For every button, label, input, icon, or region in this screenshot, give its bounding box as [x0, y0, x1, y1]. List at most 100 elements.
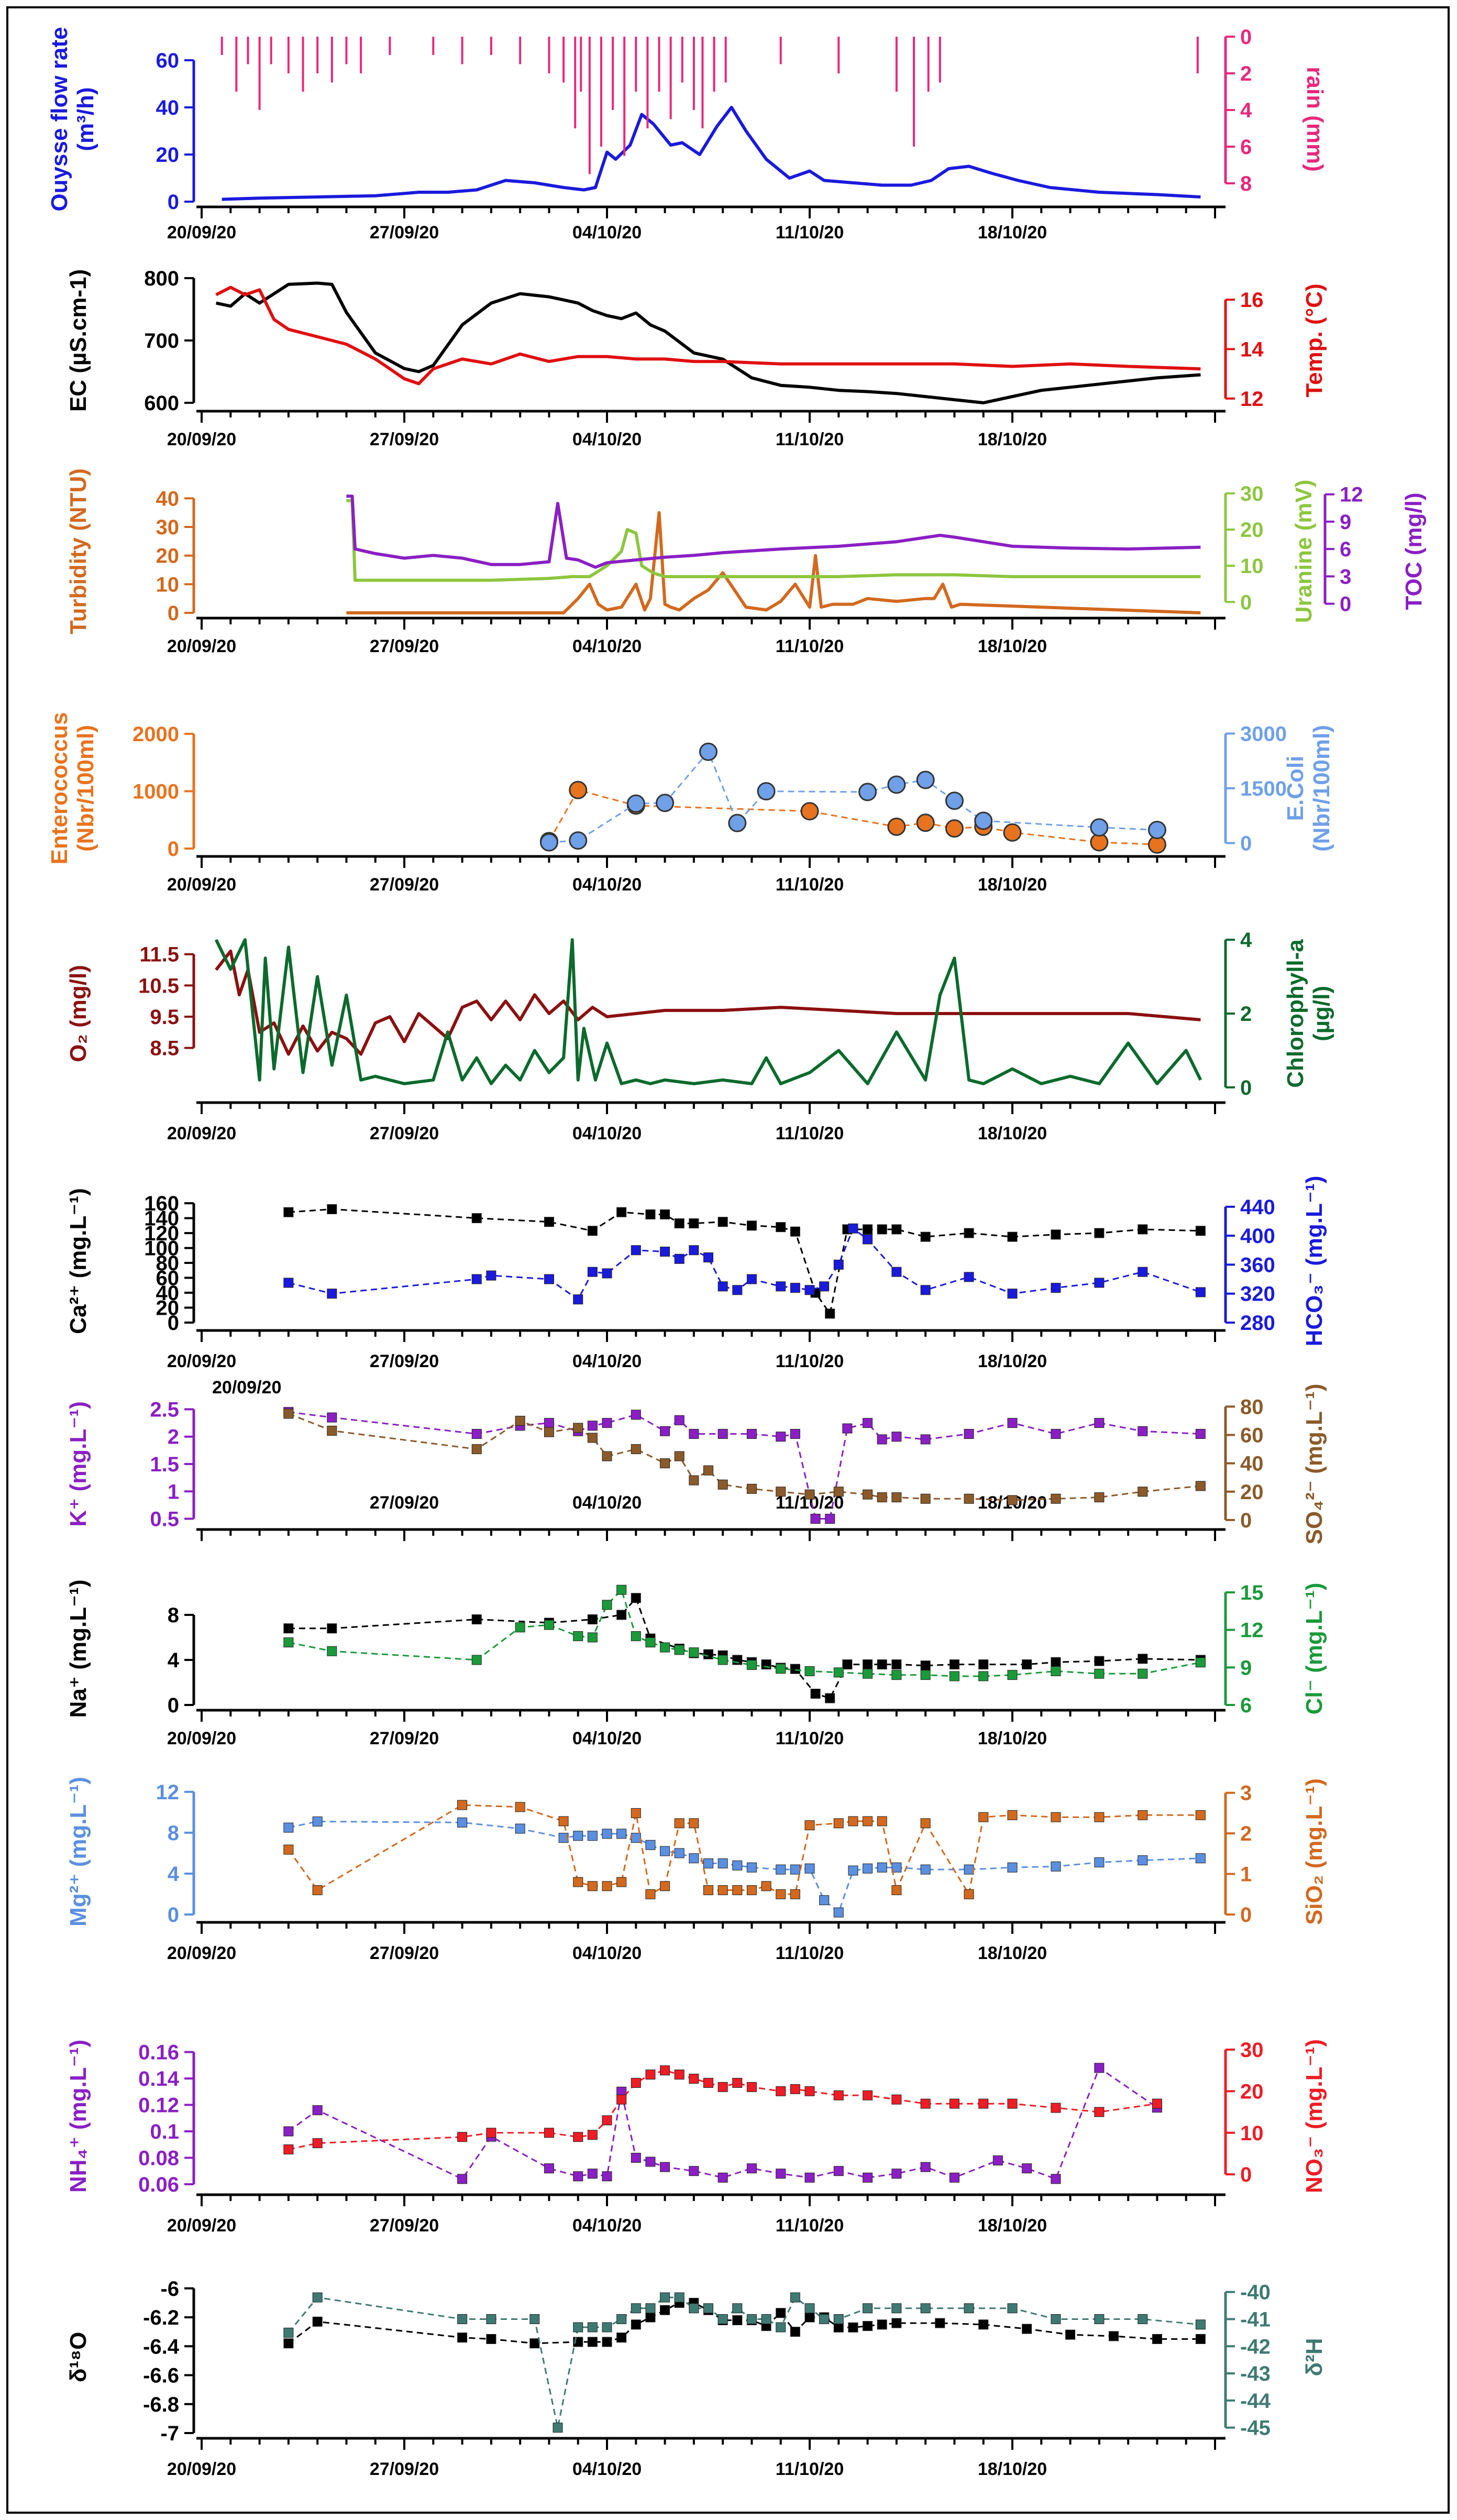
data-point [804, 2086, 815, 2096]
data-point [718, 2082, 728, 2092]
data-point [833, 1667, 844, 1678]
data-point [1007, 1289, 1018, 1299]
data-point [631, 1593, 641, 1603]
left-axis-label: Mg²⁺ (mg.L⁻¹) [65, 1777, 91, 1927]
data-point [327, 1289, 337, 1299]
data-point [863, 2172, 873, 2183]
series-line [346, 511, 1201, 614]
right-tick-label: 1 [1240, 1863, 1252, 1886]
data-point [703, 1649, 713, 1659]
data-point [1138, 1224, 1148, 1235]
data-point [1007, 1418, 1018, 1428]
data-point [616, 1877, 627, 1887]
data-point [732, 1860, 743, 1870]
data-point [761, 2314, 771, 2324]
left-tick-label: 2.5 [150, 1398, 179, 1421]
x-tick-label: 11/10/20 [776, 1351, 844, 1371]
data-point [978, 1812, 989, 1822]
right-axis-label: NO₃⁻ (mg.L⁻¹) [1301, 2039, 1327, 2193]
left-tick-label: 60 [156, 49, 180, 72]
x-tick-label: 20/09/20 [167, 223, 236, 243]
data-point [833, 2090, 844, 2100]
x-tick-label: 18/10/20 [978, 636, 1047, 656]
data-point [645, 1637, 656, 1648]
axis-label-line: K⁺ (mg.L⁻¹) [65, 1401, 91, 1527]
data-point [804, 2303, 815, 2314]
data-point [833, 1487, 844, 1497]
data-point [1138, 1267, 1148, 1277]
data-point [1138, 1426, 1148, 1436]
left-tick-label: 40 [156, 96, 180, 119]
x-tick-label: 27/09/20 [370, 1943, 439, 1963]
left-tick-label: 0.12 [138, 2094, 179, 2117]
data-point [833, 1907, 844, 1918]
series-line [346, 499, 1201, 582]
data-point [833, 2322, 844, 2332]
right-tick-label: 4 [1240, 929, 1252, 952]
data-point [1195, 1810, 1206, 1820]
panel-o2-chla: 20/09/20 27/09/20 04/10/20 11/10/20 18/10/20… [65, 929, 1334, 1143]
panel-flow-rain: 20/09/20 27/09/20 04/10/20 11/10/20 18/10/20… [47, 26, 1328, 243]
right-tick-label: 20 [1240, 1481, 1264, 1504]
data-point [1007, 1670, 1018, 1680]
data-point [312, 1816, 323, 1826]
right-tick-label: 15 [1240, 1581, 1264, 1604]
left-tick-label: 0.1 [150, 2120, 179, 2143]
data-point [573, 2132, 583, 2142]
data-point [674, 1415, 685, 1425]
data-point [746, 2163, 757, 2174]
data-point [964, 1272, 974, 1282]
data-point [674, 1253, 685, 1264]
left-tick-label: 0.16 [138, 2041, 179, 2064]
data-point [1094, 1656, 1105, 1666]
data-point [804, 2312, 815, 2323]
data-point [674, 1218, 685, 1229]
data-point [718, 1655, 728, 1665]
data-point [776, 1487, 786, 1497]
data-point [457, 2332, 468, 2343]
right-tick-label: 320 [1240, 1283, 1275, 1306]
right-tick-label: 0 [1240, 1509, 1252, 1532]
axis-label-line: NH₄⁺ (mg.L⁻¹) [65, 2040, 91, 2193]
data-point [790, 1864, 800, 1875]
data-point [804, 1666, 815, 1676]
data-point [1065, 2329, 1076, 2340]
x-tick-label: 18/10/20 [978, 2216, 1047, 2236]
data-point [800, 802, 819, 821]
data-point [699, 742, 718, 761]
data-point [616, 1207, 627, 1217]
right-tick-label: -42 [1240, 2335, 1271, 2358]
x-tick-label: 27/09/20 [370, 2216, 439, 2236]
data-point [728, 813, 747, 832]
data-point [544, 2128, 554, 2138]
data-point [1007, 2098, 1018, 2109]
right-tick-label: 8 [1240, 172, 1252, 195]
data-point [790, 1889, 800, 1899]
x-tick-label: 18/10/20 [978, 2459, 1047, 2479]
data-point [848, 1223, 858, 1234]
data-point [877, 1224, 887, 1235]
right-tick-label: 12 [1240, 1619, 1264, 1642]
data-point [631, 2077, 641, 2088]
data-point [689, 1245, 699, 1256]
data-point [964, 1429, 974, 1439]
data-point [891, 2169, 902, 2179]
right-tick-label: 280 [1240, 1312, 1275, 1335]
data-point [558, 1816, 569, 1826]
x-tick-label: 18/10/20 [978, 223, 1047, 243]
data-point [1138, 2314, 1148, 2324]
data-point [587, 1226, 598, 1236]
left-tick-label: 4 [168, 1863, 180, 1886]
data-point [891, 1267, 902, 1277]
x-tick-label: 04/10/20 [572, 2216, 642, 2236]
right-tick-label: 360 [1240, 1253, 1275, 1276]
data-point [1051, 1666, 1061, 1676]
right-tick-label: 440 [1240, 1196, 1275, 1219]
left-tick-label: 0 [168, 1903, 179, 1927]
data-point [732, 2303, 743, 2314]
data-point [732, 1885, 743, 1896]
series--2h [283, 2292, 1206, 2433]
data-point [732, 2077, 743, 2088]
data-point [283, 1822, 294, 1833]
right-tick-label: 3000 [1240, 722, 1287, 745]
